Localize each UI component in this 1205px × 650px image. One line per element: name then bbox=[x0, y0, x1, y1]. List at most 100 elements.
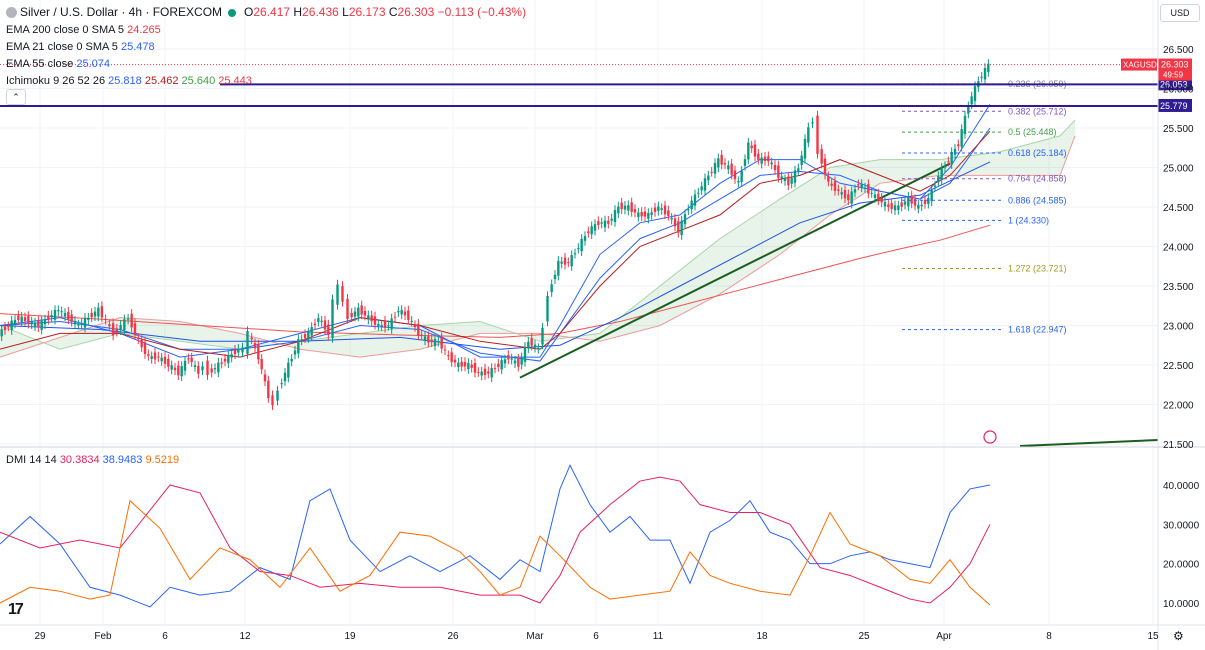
collapse-legend-button[interactable]: ⌃ bbox=[6, 89, 26, 105]
candle-body bbox=[910, 195, 913, 204]
candle-body bbox=[593, 224, 597, 231]
candle-body bbox=[387, 325, 390, 327]
candle-body bbox=[643, 211, 647, 217]
candle-body bbox=[687, 209, 690, 211]
candle-body bbox=[490, 368, 493, 378]
candle-body bbox=[777, 165, 780, 178]
indicator-value: 25.443 bbox=[218, 75, 252, 87]
candle-body bbox=[923, 199, 927, 204]
candle-body bbox=[60, 311, 63, 313]
candle-body bbox=[463, 362, 467, 367]
fib-label: 0.618 (25.184) bbox=[1008, 148, 1067, 158]
symbol-tag-label: XAGUSD bbox=[1123, 61, 1157, 70]
indicator-ichimoku[interactable]: Ichimoku 9 26 52 26 25.818 25.462 25.640… bbox=[6, 75, 252, 87]
candle-body bbox=[160, 357, 163, 362]
candle-body bbox=[180, 365, 183, 377]
level-tag-label: 25.779 bbox=[1160, 101, 1188, 111]
candle-body bbox=[193, 365, 197, 367]
candle-body bbox=[970, 96, 973, 105]
candle-body bbox=[126, 318, 130, 320]
candle-body bbox=[753, 144, 757, 157]
candle-body bbox=[520, 357, 523, 365]
tradingview-logo[interactable]: 17 bbox=[8, 601, 24, 618]
dmi-series-+DI bbox=[0, 464, 991, 608]
indicator-ema55[interactable]: EMA 55 close 25.074 bbox=[6, 58, 110, 70]
settings-icon[interactable]: ⚙ bbox=[1173, 629, 1184, 643]
candle-body bbox=[3, 326, 7, 331]
series-kijun bbox=[0, 130, 991, 358]
candle-body bbox=[320, 320, 323, 322]
candle-body bbox=[433, 339, 437, 346]
x-tick-label: 6 bbox=[593, 631, 599, 642]
indicator-ema21[interactable]: EMA 21 close 0 SMA 5 25.478 bbox=[6, 41, 155, 53]
candle-body bbox=[383, 320, 387, 328]
ohlc-change: −0.113 (−0.43%) bbox=[437, 5, 527, 19]
candle-body bbox=[727, 165, 730, 170]
candle-body bbox=[860, 183, 863, 188]
candle-body bbox=[673, 218, 677, 227]
candle-body bbox=[967, 106, 970, 114]
candle-body bbox=[697, 192, 700, 194]
candle-body bbox=[913, 199, 917, 206]
candle-body bbox=[930, 190, 933, 202]
ohlc-H: H26.436 bbox=[293, 5, 339, 19]
candle-body bbox=[493, 368, 497, 370]
candle-body bbox=[293, 350, 297, 355]
candle-body bbox=[737, 181, 740, 183]
indicator-value: 30.3834 bbox=[59, 454, 103, 466]
candle-body bbox=[763, 156, 767, 162]
senkou-span-b bbox=[0, 135, 1076, 358]
symbol-title[interactable]: Silver / U.S. Dollar · 4h · FOREXCOM bbox=[20, 5, 223, 19]
candle-body bbox=[837, 189, 840, 191]
candle-body bbox=[353, 311, 357, 317]
y-tick-label: 22.000 bbox=[1163, 401, 1194, 412]
ichimoku-cloud bbox=[0, 120, 1075, 358]
candle-body bbox=[927, 198, 930, 204]
candle-body bbox=[713, 163, 717, 174]
candle-body bbox=[527, 341, 530, 349]
candle-body bbox=[987, 63, 990, 72]
candle-body bbox=[707, 175, 710, 181]
indicator-ema200[interactable]: EMA 200 close 0 SMA 5 24.265 bbox=[6, 24, 161, 36]
candle-body bbox=[963, 115, 967, 134]
candle-body bbox=[703, 178, 707, 191]
candle-body bbox=[70, 314, 73, 322]
x-tick-label: 19 bbox=[344, 631, 356, 642]
candle-body bbox=[119, 325, 122, 331]
candle-body bbox=[820, 149, 823, 164]
candle-body bbox=[743, 159, 747, 166]
candle-body bbox=[816, 115, 819, 154]
symbol-tag bbox=[1121, 58, 1157, 71]
currency-selector[interactable]: USD bbox=[1160, 4, 1200, 22]
candle-body bbox=[503, 359, 507, 364]
candle-body bbox=[780, 176, 783, 179]
candle-body bbox=[57, 310, 60, 312]
candle-body bbox=[760, 157, 763, 164]
candle-body bbox=[650, 212, 653, 215]
candle-body bbox=[546, 295, 549, 322]
x-tick-label: 18 bbox=[756, 631, 768, 642]
candle-body bbox=[623, 205, 627, 210]
candle-body bbox=[811, 122, 814, 124]
candle-body bbox=[280, 383, 283, 385]
candle-body bbox=[550, 284, 553, 293]
candle-body bbox=[533, 344, 537, 348]
candle-body bbox=[587, 231, 590, 234]
candle-body bbox=[477, 371, 480, 373]
candle-body bbox=[187, 358, 190, 360]
y-tick-label: 25.000 bbox=[1163, 164, 1194, 175]
candle-body bbox=[201, 366, 204, 371]
candle-body bbox=[307, 332, 310, 339]
symbol-title-row[interactable]: Silver / U.S. Dollar · 4h · FOREXCOM O26.… bbox=[6, 5, 526, 19]
candle-body bbox=[573, 253, 577, 255]
candle-body bbox=[140, 339, 143, 348]
ohlc-L: L26.173 bbox=[342, 5, 386, 19]
indicator-dmi[interactable]: DMI 14 14 30.3834 38.9483 9.5219 bbox=[6, 454, 179, 466]
candle-body bbox=[341, 286, 344, 302]
y-tick-label: 24.000 bbox=[1163, 243, 1194, 254]
candle-body bbox=[953, 148, 957, 155]
candle-body bbox=[253, 343, 257, 349]
candle-body bbox=[104, 319, 107, 321]
candle-body bbox=[20, 316, 23, 323]
